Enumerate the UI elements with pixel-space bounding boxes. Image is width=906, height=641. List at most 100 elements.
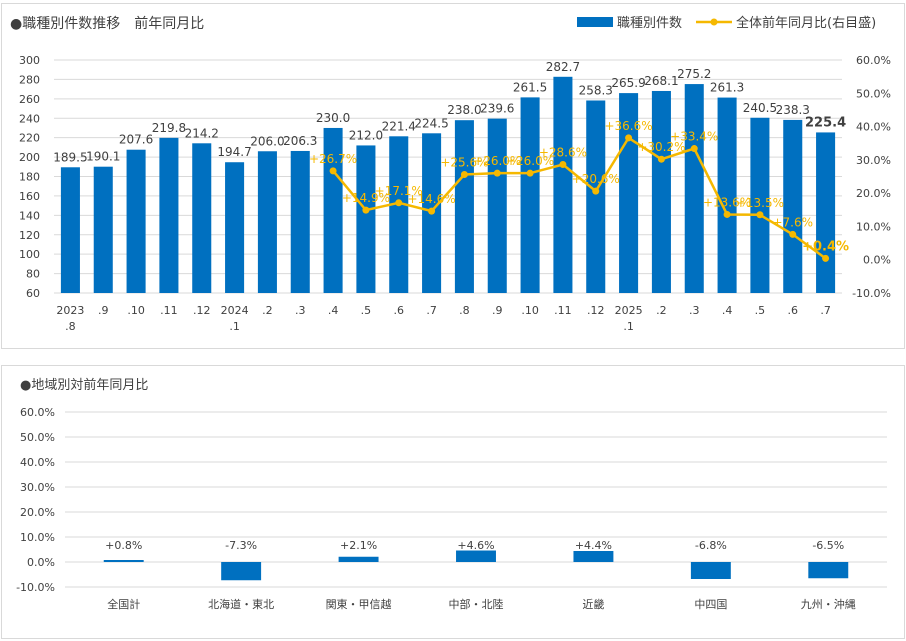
x-tick-label: .8 xyxy=(459,304,470,317)
bar-value-label: +0.8% xyxy=(105,539,142,552)
bar-value-label: 190.1 xyxy=(86,150,120,164)
line-point xyxy=(723,210,731,218)
x-tick-label: .3 xyxy=(295,304,306,317)
trend-y-axis: 300 280 260 240 220 200 180 160 140 120 100 80 60 xyxy=(19,54,40,300)
bar-value-label: -6.8% xyxy=(695,539,727,552)
x-tick-label: .5 xyxy=(755,304,766,317)
bar-value-label: 230.0 xyxy=(316,111,350,125)
bar-value-label: 282.7 xyxy=(546,60,580,74)
x-tick-label: 2023 xyxy=(56,304,84,317)
bar xyxy=(192,143,212,293)
bar xyxy=(750,117,770,293)
y-tick-label: 20.0% xyxy=(20,506,55,519)
bar-value-label: 206.0 xyxy=(250,134,284,148)
legend-bar-label: 職種別件数 xyxy=(617,15,682,31)
bar xyxy=(651,90,671,294)
bar xyxy=(586,100,606,293)
bar xyxy=(356,145,376,293)
x-tick-label: .5 xyxy=(361,304,372,317)
x-tick-label: .8 xyxy=(65,320,76,333)
bar xyxy=(338,556,379,562)
line-point xyxy=(756,211,764,219)
x-tick-label: .3 xyxy=(689,304,700,317)
bar xyxy=(619,93,639,294)
line-value-label: +14.6% xyxy=(407,192,455,206)
bar-value-label: 224.5 xyxy=(414,116,448,130)
bar-value-label: 189.5 xyxy=(53,150,87,164)
line-value-label: +14.9% xyxy=(342,191,390,205)
bar-value-label: 194.7 xyxy=(217,145,251,159)
y-tick-label: 280 xyxy=(19,73,40,86)
trend-chart: ●職種別件数推移 前年同月比 職種別件数 全体前年同月比(右目盛) 300 280… xyxy=(10,15,891,333)
line-value-label: +26.0% xyxy=(473,154,521,168)
bar xyxy=(456,550,496,562)
region-chart-title: ●地域別対前年同月比 xyxy=(20,377,148,393)
line-value-label: +36.6% xyxy=(604,119,652,133)
y2-tick-label: 40.0% xyxy=(856,121,891,134)
region-bars xyxy=(103,550,849,581)
bar-value-label: +4.4% xyxy=(575,539,612,552)
bar-value-label: 261.3 xyxy=(710,81,744,95)
y-tick-label: 80 xyxy=(26,268,40,281)
bar-value-label: 214.2 xyxy=(185,126,219,140)
trend-chart-legend: 職種別件数 全体前年同月比(右目盛) xyxy=(577,15,876,31)
bar xyxy=(520,97,540,294)
line-point xyxy=(428,207,436,215)
bar xyxy=(221,562,262,581)
y-tick-label: 240 xyxy=(19,112,40,125)
y-tick-label: 10.0% xyxy=(20,531,55,544)
region-chart: ●地域別対前年同月比 60.0% 50.0% 40.0% 30.0% 20.0% 10.0… xyxy=(16,377,887,611)
line-point xyxy=(592,187,600,195)
trend-y2-axis: 60.0% 50.0% 40.0% 30.0% 20.0% 10.0% 0.0% -10.0% xyxy=(852,54,891,300)
bar xyxy=(717,97,737,293)
bar xyxy=(389,136,409,293)
y2-tick-label: 20.0% xyxy=(856,187,891,200)
bar-value-label: 275.2 xyxy=(677,67,711,81)
x-tick-label: 2024 xyxy=(221,304,249,317)
y-tick-label: -10.0% xyxy=(16,581,55,594)
region-bar-labels: +0.8% -7.3% +2.1% +4.6% +4.4% -6.8% -6.5% xyxy=(105,539,844,552)
bar xyxy=(553,76,573,294)
x-tick-label: .10 xyxy=(521,304,539,317)
bar-value-label: 212.0 xyxy=(349,128,383,142)
bar-value-label: 225.4 xyxy=(805,115,846,130)
y2-tick-label: 30.0% xyxy=(856,154,891,167)
y2-tick-label: 0.0% xyxy=(863,254,891,267)
x-tick-label: 全国計 xyxy=(107,597,140,611)
y-tick-label: 120 xyxy=(19,229,40,242)
x-tick-label: .2 xyxy=(262,304,273,317)
y-tick-label: 100 xyxy=(19,248,40,261)
line-value-label: +33.4% xyxy=(670,130,718,144)
y-tick-label: 160 xyxy=(19,190,40,203)
bar xyxy=(93,166,113,293)
y-tick-label: 220 xyxy=(19,132,40,145)
region-chart-panel: ●地域別対前年同月比 60.0% 50.0% 40.0% 30.0% 20.0% 10.0… xyxy=(1,365,905,639)
x-tick-label: 北海道・東北 xyxy=(208,597,274,611)
bar xyxy=(225,162,245,293)
bar xyxy=(323,127,343,293)
y-tick-label: 30.0% xyxy=(20,481,55,494)
region-x-axis: 全国計 北海道・東北 関東・甲信越 中部・北陸 近畿 中四国 九州・沖縄 xyxy=(107,597,856,611)
bar xyxy=(290,150,310,293)
legend-bar-swatch xyxy=(577,17,613,27)
x-tick-label: .11 xyxy=(160,304,178,317)
bar xyxy=(573,551,614,562)
y-tick-label: 50.0% xyxy=(20,431,55,444)
bar xyxy=(257,151,277,293)
x-tick-label: .7 xyxy=(820,304,831,317)
y2-tick-label: -10.0% xyxy=(852,287,891,300)
line-point xyxy=(822,254,830,262)
bar xyxy=(783,119,803,293)
bar-value-label: 207.6 xyxy=(119,133,153,147)
legend-line-label: 全体前年同月比(右目盛) xyxy=(736,15,876,31)
line-point xyxy=(493,169,501,177)
line-point xyxy=(526,169,534,177)
y2-tick-label: 50.0% xyxy=(856,87,891,100)
y-tick-label: 180 xyxy=(19,171,40,184)
x-tick-label: .2 xyxy=(656,304,667,317)
bar-value-label: 238.3 xyxy=(776,103,810,117)
x-tick-label: .6 xyxy=(394,304,405,317)
x-tick-label: 中部・北陸 xyxy=(449,597,504,611)
x-tick-label: 関東・甲信越 xyxy=(326,597,392,611)
